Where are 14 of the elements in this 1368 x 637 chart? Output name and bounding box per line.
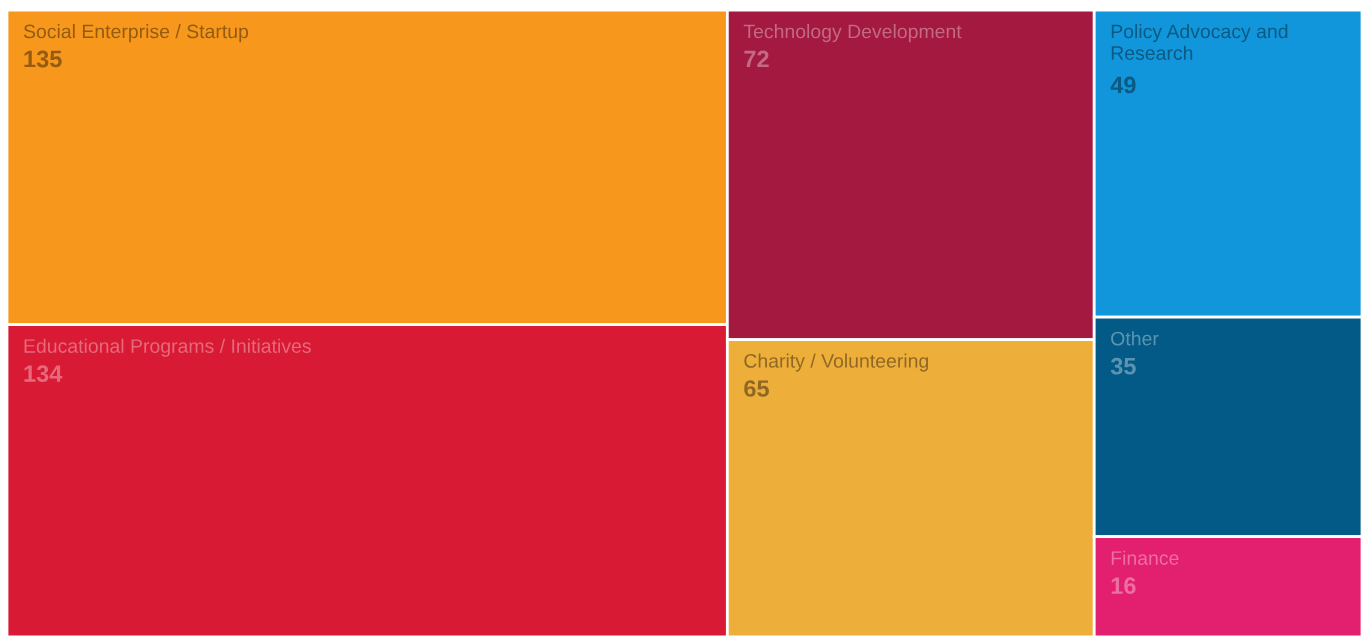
data-label: 72 [744,50,769,68]
category-label: Policy Advocacy and Research [1111,24,1288,60]
data-label: 16 [1111,577,1136,595]
data-label: 135 [24,50,62,68]
category-label: Finance [1111,550,1179,565]
category-label: Charity / Volunteering [744,353,929,372]
data-label: 49 [1110,76,1136,94]
category-label: Technology Development [743,24,962,43]
data-label: 35 [1110,357,1136,375]
data-label: 134 [24,365,63,383]
category-label: Educational Programs / Initiatives [24,338,311,357]
category-label: Social Enterprise / Startup [23,24,249,43]
data-label: 65 [744,380,769,397]
category-label: Other [1111,331,1159,346]
